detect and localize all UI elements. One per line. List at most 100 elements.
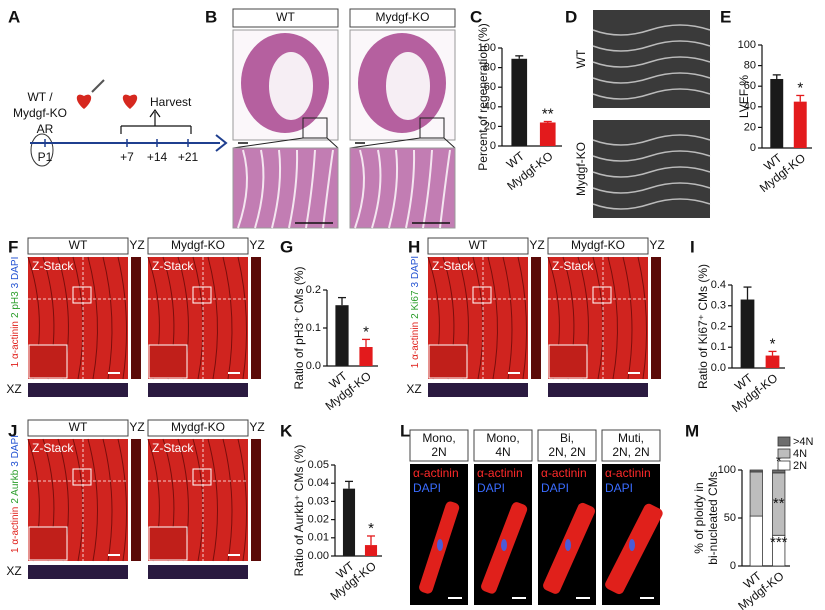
- echo-trace: [592, 40, 711, 52]
- timeline-arrow: [215, 134, 228, 152]
- fiber: [371, 149, 382, 229]
- y-tick-label: 0.4: [711, 279, 726, 291]
- cell-stain-label: DAPI: [477, 481, 505, 495]
- arrow-head: [149, 108, 161, 118]
- zoom-line: [326, 137, 339, 149]
- group-label: Mydgf-KO: [375, 10, 429, 24]
- y-tick-label: 0.2: [711, 320, 726, 332]
- y-axis-label: % of ploidy in: [692, 482, 706, 553]
- channel: 3 DAPI: [10, 435, 21, 467]
- ventricle: [269, 52, 313, 120]
- timepoint: +14: [147, 150, 168, 164]
- y-tick-label: 100: [718, 464, 736, 476]
- y-tick-label: 60: [484, 81, 496, 93]
- tissue-line: [622, 256, 633, 380]
- echo-trace: [592, 56, 711, 68]
- xz-strip: [428, 383, 528, 397]
- xz-strip: [148, 383, 248, 397]
- error-bar: [367, 535, 375, 546]
- orth-label: YZ: [529, 238, 544, 252]
- heart-icon: [76, 94, 92, 109]
- zoom-line: [232, 137, 304, 149]
- channel: 2 Ki67: [410, 290, 421, 319]
- header-box: [27, 419, 129, 437]
- channel: 2 Aurkb: [10, 469, 21, 503]
- roi: [592, 286, 612, 304]
- bar: [765, 355, 780, 368]
- bar: [770, 78, 784, 148]
- nucleus: [437, 539, 443, 551]
- echo-trace: [592, 150, 711, 162]
- error-bar: [772, 74, 781, 79]
- y-tick-label: 0: [730, 560, 736, 572]
- y-tick-label: 0.04: [308, 477, 329, 489]
- zoom-box: [302, 117, 328, 139]
- roi: [192, 286, 212, 304]
- error-bar: [743, 286, 752, 300]
- fiber: [388, 149, 399, 229]
- xz-strip: [548, 383, 648, 397]
- roi: [472, 286, 492, 304]
- channel-label: 1 α-actinin 2 Ki67 3 DAPI: [410, 256, 421, 368]
- channel: 1 α-actinin: [10, 507, 21, 553]
- orth-label: XZ: [6, 564, 21, 578]
- orth-label: YZ: [249, 420, 264, 434]
- x-tick-label: Mydgf-KO: [735, 569, 786, 610]
- header-box: [232, 8, 339, 28]
- cell-header: 4N: [495, 445, 510, 459]
- fiber: [439, 149, 451, 229]
- channel-label: 1 α-actinin 2 Aurkb 3 DAPI: [10, 435, 21, 553]
- channel: 3 DAPI: [10, 257, 21, 289]
- tissue-line: [517, 256, 528, 380]
- legend-label: >4N: [793, 436, 814, 448]
- header-box: [601, 429, 661, 462]
- roi: [72, 286, 92, 304]
- significance: *: [770, 335, 776, 352]
- y-tick-label: 0.00: [308, 550, 329, 562]
- tissue-line: [87, 438, 98, 562]
- tissue-line: [102, 438, 113, 562]
- zoom-line: [349, 137, 421, 149]
- y-axis-label: Percent of regeneration (%): [476, 23, 490, 170]
- inset: [148, 344, 188, 379]
- scalpel: [91, 79, 105, 93]
- cell-stain-label: α-actinin: [477, 466, 523, 480]
- cell-stain-label: DAPI: [541, 481, 569, 495]
- error-bar: [543, 120, 552, 123]
- bar: [364, 545, 378, 556]
- xz-strip: [28, 383, 128, 397]
- cell-stain-label: α-actinin: [541, 466, 587, 480]
- inset: [548, 344, 588, 379]
- legend-swatch: [777, 448, 791, 459]
- bar: [335, 305, 349, 366]
- tissue-line: [117, 438, 128, 562]
- y-tick-label: 40: [744, 101, 756, 113]
- genotype: WT /: [27, 90, 53, 104]
- header-box: [473, 429, 533, 462]
- channel: 3 DAPI: [410, 256, 421, 288]
- cell-header: Muti,: [618, 431, 644, 445]
- tissue-line: [237, 438, 248, 562]
- bar: [740, 299, 755, 368]
- significance: *: [363, 323, 369, 340]
- zoom-image: [349, 147, 456, 229]
- legend-label: 4N: [793, 448, 807, 460]
- header-box: [147, 237, 249, 255]
- cell-header: 2N: [431, 445, 446, 459]
- orth-label: YZ: [129, 238, 144, 252]
- group-label: WT: [69, 238, 88, 252]
- y-tick-label: 80: [744, 60, 756, 72]
- orth-label: YZ: [249, 238, 264, 252]
- timepoint: P1: [38, 150, 53, 164]
- cell-header: Mono,: [486, 431, 519, 445]
- panel-letter: B: [205, 7, 217, 26]
- y-tick-label: 0.01: [308, 532, 329, 544]
- inset: [148, 526, 188, 561]
- group-label: WT: [574, 49, 588, 68]
- zstack-label: Z-Stack: [552, 259, 594, 273]
- tissue-line: [102, 256, 113, 380]
- header-box: [537, 429, 597, 462]
- significance: **: [773, 495, 785, 512]
- zoom-box: [419, 117, 445, 139]
- harvest: Harvest: [150, 95, 192, 109]
